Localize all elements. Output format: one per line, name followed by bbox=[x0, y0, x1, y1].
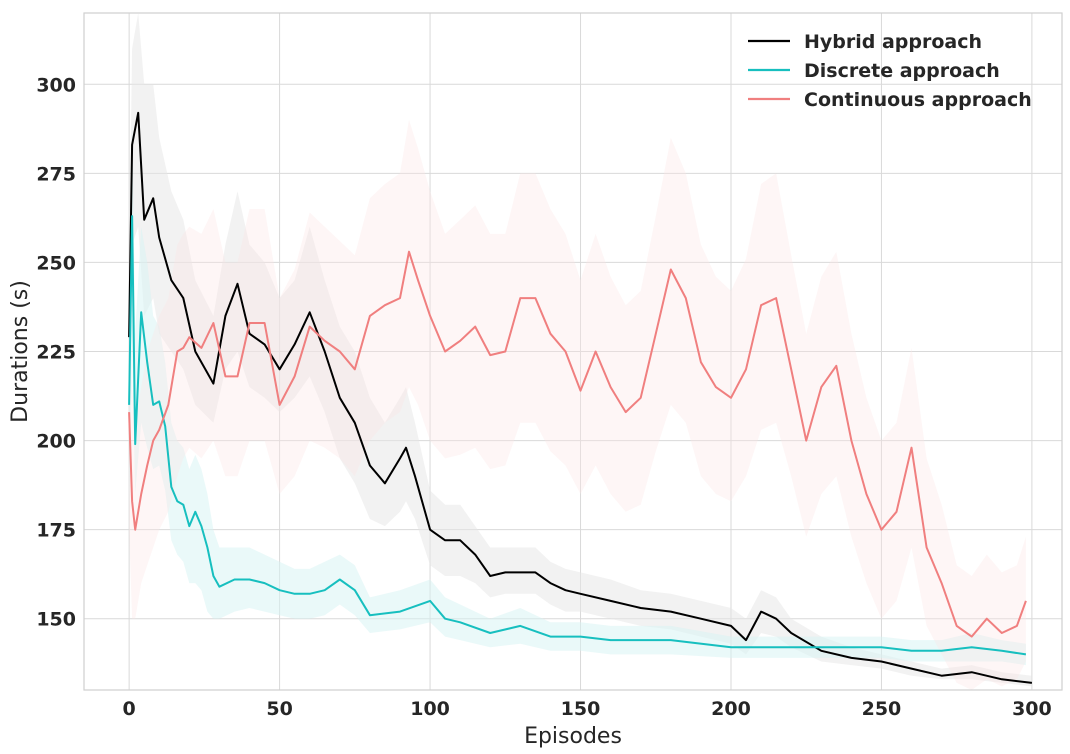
legend-label-continuous-approach: Continuous approach bbox=[804, 89, 1032, 111]
y-tick-label: 275 bbox=[36, 163, 76, 185]
confidence-bands bbox=[129, 13, 1032, 690]
y-tick-label: 175 bbox=[36, 520, 76, 542]
x-tick-label: 100 bbox=[410, 698, 450, 720]
discrete-approach-band bbox=[129, 119, 1026, 666]
hybrid-approach-line bbox=[128, 111, 1033, 684]
legend-label-hybrid-approach: Hybrid approach bbox=[804, 31, 982, 53]
series-lines bbox=[128, 111, 1033, 684]
x-tick-label: 50 bbox=[266, 698, 292, 720]
y-tick-labels: 150 175 200 225 250 275 300 bbox=[36, 74, 76, 630]
y-tick-label: 200 bbox=[36, 431, 76, 453]
y-tick-label: 150 bbox=[36, 609, 76, 631]
legend-label-discrete-approach: Discrete approach bbox=[804, 60, 1000, 82]
x-tick-label: 150 bbox=[561, 698, 601, 720]
discrete-approach-line bbox=[128, 215, 1027, 656]
plot-frame bbox=[83, 12, 1063, 691]
x-tick-label: 250 bbox=[862, 698, 902, 720]
x-axis-label: Episodes bbox=[524, 724, 622, 749]
y-tick-label: 250 bbox=[36, 252, 76, 274]
x-tick-labels: 0 50 100 150 200 250 300 bbox=[123, 698, 1052, 720]
x-tick-label: 0 bbox=[123, 698, 136, 720]
y-tick-label: 300 bbox=[36, 74, 76, 96]
y-tick-label: 225 bbox=[36, 342, 76, 364]
continuous-approach-line bbox=[128, 250, 1027, 638]
continuous-approach-band bbox=[129, 119, 1026, 690]
y-axis-label: Durations (s) bbox=[8, 280, 33, 423]
x-tick-label: 200 bbox=[711, 698, 751, 720]
legend: Hybrid approach Discrete approach Continuo… bbox=[748, 31, 1032, 111]
hybrid-approach-band bbox=[129, 13, 1032, 687]
x-tick-label: 300 bbox=[1012, 698, 1052, 720]
